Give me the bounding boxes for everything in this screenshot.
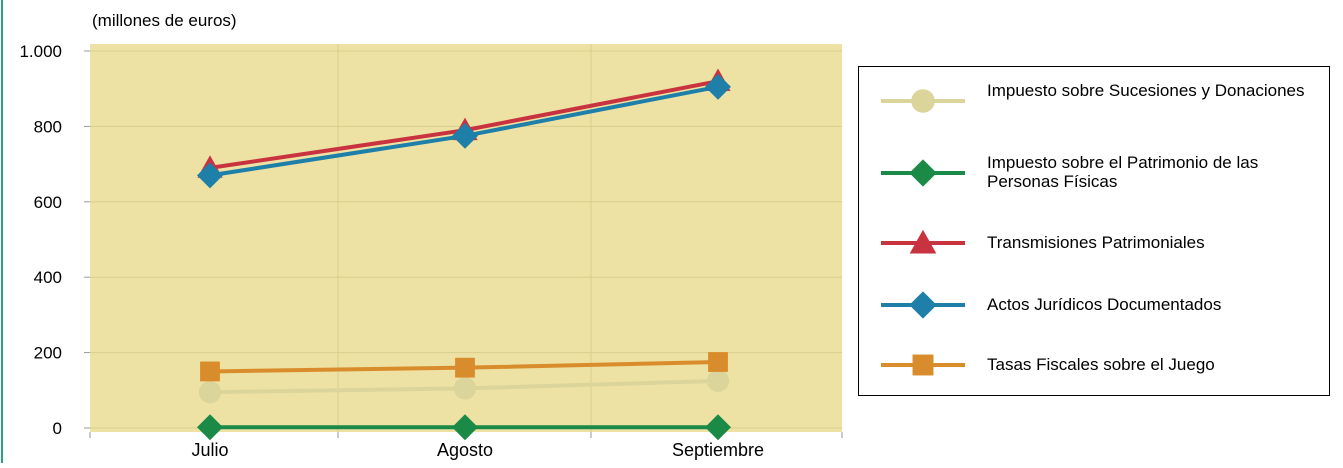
legend-swatch <box>881 354 965 376</box>
data-point-marker <box>909 159 937 187</box>
data-point-marker <box>452 122 478 149</box>
series-line <box>200 352 728 382</box>
data-point-marker <box>455 357 475 378</box>
data-point-marker <box>197 162 223 189</box>
x-tick-label: Agosto <box>437 440 493 460</box>
data-point-marker <box>912 354 934 376</box>
data-point-marker <box>453 377 477 400</box>
y-tick-label: 400 <box>34 268 62 287</box>
y-tick-label: 1.000 <box>19 42 62 61</box>
legend: Impuesto sobre Sucesiones y Donaciones Im… <box>858 66 1330 396</box>
data-point-marker <box>200 361 220 382</box>
y-axis-ticks: 0 200 400 600 800 1.000 <box>19 42 90 438</box>
x-tick-label: Julio <box>191 440 228 460</box>
series-line <box>198 369 730 404</box>
legend-swatch <box>881 229 965 254</box>
y-tick-label: 800 <box>34 117 62 136</box>
data-point-marker <box>705 73 731 100</box>
legend-label: Impuesto sobre el Patrimonio de las Pers… <box>987 153 1259 191</box>
legend-item: Transmisiones Patrimoniales <box>859 229 1329 254</box>
legend-swatch <box>881 291 965 319</box>
series-line <box>197 414 731 441</box>
series-layer <box>197 68 731 441</box>
legend-label: Actos Jurídicos Documentados <box>987 295 1222 314</box>
series-line <box>197 73 731 189</box>
y-tick-label: 0 <box>53 419 62 438</box>
data-point-marker <box>705 414 731 441</box>
x-tick-label: Septiembre <box>672 440 764 460</box>
legend-label: Impuesto sobre Sucesiones y Donaciones <box>987 81 1305 100</box>
y-axis-unit-label: (millones de euros) <box>92 11 237 30</box>
data-point-marker <box>909 291 937 319</box>
legend-label: Transmisiones Patrimoniales <box>987 233 1205 252</box>
data-point-marker <box>706 369 730 393</box>
legend-item: Actos Jurídicos Documentados <box>859 291 1329 319</box>
x-axis-ticks: Julio Agosto Septiembre <box>89 432 843 460</box>
data-point-marker <box>197 414 223 441</box>
y-tick-label: 200 <box>34 344 62 363</box>
legend-label: Tasas Fiscales sobre el Juego <box>987 355 1215 374</box>
legend-item: Tasas Fiscales sobre el Juego <box>859 354 1329 376</box>
legend-swatch <box>881 89 965 113</box>
legend-item: Impuesto sobre el Patrimonio de las Pers… <box>859 153 1329 193</box>
legend-item: Impuesto sobre Sucesiones y Donaciones <box>859 81 1329 121</box>
data-point-marker <box>909 229 937 254</box>
data-point-marker <box>911 89 935 113</box>
data-point-marker <box>452 414 478 441</box>
data-point-marker <box>198 381 222 404</box>
y-tick-label: 600 <box>34 193 62 212</box>
data-point-marker <box>708 352 728 372</box>
legend-swatch <box>881 159 965 187</box>
